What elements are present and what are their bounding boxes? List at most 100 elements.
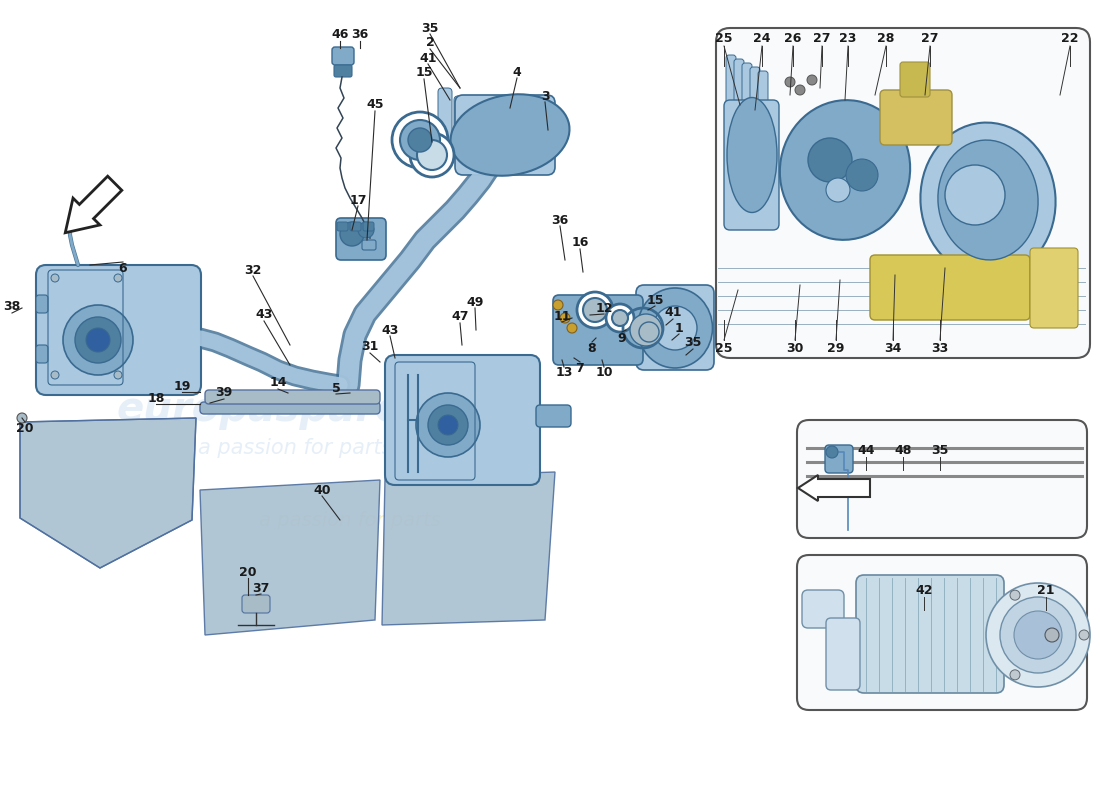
Polygon shape: [200, 480, 380, 635]
FancyBboxPatch shape: [336, 218, 386, 260]
Text: 49: 49: [466, 295, 484, 309]
Circle shape: [51, 274, 59, 282]
Circle shape: [639, 322, 659, 342]
FancyBboxPatch shape: [856, 575, 1004, 693]
Text: 35: 35: [684, 337, 702, 350]
FancyBboxPatch shape: [734, 59, 744, 116]
Text: 12: 12: [595, 302, 613, 314]
Text: 24: 24: [754, 31, 771, 45]
Text: 11: 11: [553, 310, 571, 322]
Text: 10: 10: [595, 366, 613, 379]
FancyBboxPatch shape: [350, 222, 361, 231]
FancyBboxPatch shape: [825, 445, 852, 473]
FancyBboxPatch shape: [502, 120, 516, 175]
Text: 48: 48: [894, 443, 912, 457]
FancyBboxPatch shape: [802, 590, 844, 628]
FancyBboxPatch shape: [1030, 248, 1078, 328]
Text: 20: 20: [16, 422, 34, 434]
FancyBboxPatch shape: [242, 595, 270, 613]
Text: 34: 34: [884, 342, 902, 354]
Circle shape: [808, 138, 852, 182]
FancyBboxPatch shape: [758, 71, 768, 104]
Ellipse shape: [938, 140, 1038, 260]
Circle shape: [1000, 597, 1076, 673]
Ellipse shape: [727, 98, 777, 213]
Text: 15: 15: [416, 66, 432, 79]
Ellipse shape: [921, 122, 1056, 278]
Text: 27: 27: [813, 31, 830, 45]
FancyBboxPatch shape: [438, 88, 452, 143]
FancyBboxPatch shape: [205, 390, 380, 404]
FancyBboxPatch shape: [536, 405, 571, 427]
Ellipse shape: [780, 100, 910, 240]
FancyBboxPatch shape: [200, 402, 380, 414]
Text: 32: 32: [244, 263, 262, 277]
Text: 25: 25: [715, 31, 733, 45]
FancyBboxPatch shape: [826, 618, 860, 690]
Text: 43: 43: [255, 309, 273, 322]
Text: 6: 6: [119, 262, 128, 274]
Circle shape: [416, 393, 480, 457]
Text: 9: 9: [618, 331, 626, 345]
Text: 8: 8: [587, 342, 596, 354]
Text: 35: 35: [932, 443, 948, 457]
FancyBboxPatch shape: [750, 67, 760, 108]
FancyBboxPatch shape: [385, 355, 540, 485]
FancyBboxPatch shape: [726, 55, 736, 120]
Text: 18: 18: [147, 391, 165, 405]
FancyBboxPatch shape: [362, 240, 376, 250]
Text: europaspare: europaspare: [117, 390, 404, 430]
Circle shape: [428, 405, 468, 445]
Circle shape: [417, 140, 447, 170]
Circle shape: [392, 112, 448, 168]
Text: 2: 2: [426, 37, 434, 50]
Circle shape: [75, 317, 121, 363]
Circle shape: [560, 313, 570, 323]
FancyBboxPatch shape: [470, 104, 484, 159]
Circle shape: [945, 165, 1005, 225]
Text: 38: 38: [3, 301, 21, 314]
FancyBboxPatch shape: [900, 62, 930, 97]
Text: 28: 28: [878, 31, 894, 45]
Circle shape: [630, 314, 662, 346]
Circle shape: [408, 128, 432, 152]
Circle shape: [1010, 670, 1020, 680]
Text: 39: 39: [216, 386, 232, 399]
FancyBboxPatch shape: [742, 63, 752, 112]
Text: 37: 37: [252, 582, 270, 594]
Circle shape: [785, 77, 795, 87]
FancyBboxPatch shape: [337, 222, 348, 231]
Text: 25: 25: [715, 342, 733, 354]
Circle shape: [986, 583, 1090, 687]
FancyBboxPatch shape: [870, 255, 1030, 320]
FancyBboxPatch shape: [724, 100, 779, 230]
Text: 21: 21: [1037, 583, 1055, 597]
Circle shape: [114, 274, 122, 282]
FancyBboxPatch shape: [334, 65, 352, 77]
Text: 41: 41: [419, 51, 437, 65]
FancyBboxPatch shape: [486, 112, 500, 167]
Circle shape: [410, 133, 454, 177]
Text: 20: 20: [240, 566, 256, 578]
Text: 13: 13: [556, 366, 573, 379]
Circle shape: [438, 415, 458, 435]
Ellipse shape: [638, 288, 713, 368]
Circle shape: [566, 323, 578, 333]
Circle shape: [51, 371, 59, 379]
Text: 35: 35: [421, 22, 439, 34]
Text: 3: 3: [541, 90, 549, 102]
Polygon shape: [382, 472, 556, 625]
Text: 5: 5: [331, 382, 340, 394]
Circle shape: [400, 120, 440, 160]
Text: a passion for parts: a passion for parts: [260, 510, 441, 530]
Circle shape: [583, 298, 607, 322]
FancyArrow shape: [798, 475, 870, 501]
Circle shape: [16, 413, 28, 423]
Text: 29: 29: [827, 342, 845, 354]
FancyBboxPatch shape: [553, 295, 643, 365]
FancyArrow shape: [65, 176, 122, 233]
FancyBboxPatch shape: [636, 285, 714, 370]
Polygon shape: [20, 418, 196, 568]
Text: 26: 26: [784, 31, 802, 45]
Text: 31: 31: [361, 341, 378, 354]
